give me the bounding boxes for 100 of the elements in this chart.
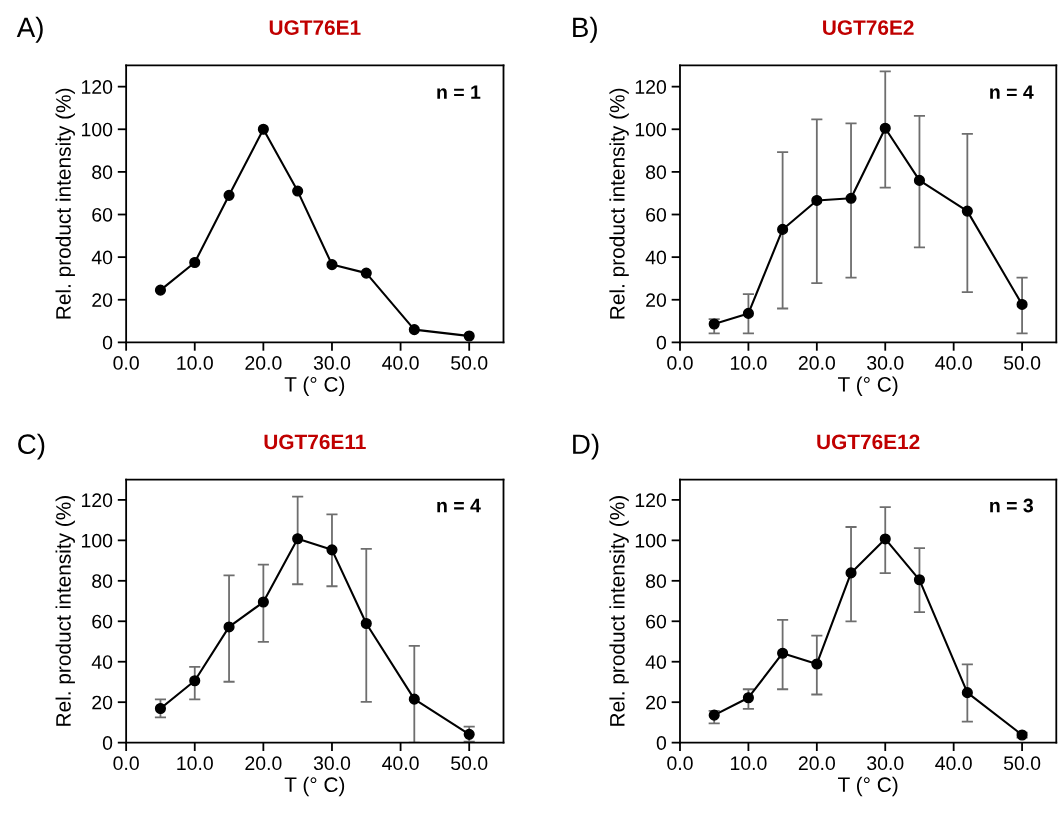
x-tick-label: 0.0 [113, 356, 139, 370]
y-tick-label: 60 [92, 614, 113, 629]
y-tick-label: 120 [81, 80, 113, 94]
point [845, 567, 857, 579]
y-tick-label: 20 [92, 293, 113, 307]
y-tick-label: 80 [646, 165, 667, 180]
point [708, 709, 720, 721]
point [961, 205, 973, 217]
x-axis-title: T (° C) [284, 376, 345, 396]
y-tick-label: 40 [645, 655, 667, 669]
y-tick-label: 60 [92, 207, 113, 222]
point [811, 658, 823, 670]
y-tick-label: 120 [635, 80, 667, 94]
y-tick-label: 20 [92, 695, 113, 710]
point [257, 123, 269, 135]
point [811, 194, 823, 207]
x-tick-label: 40.0 [935, 756, 972, 771]
x-tick-label: 50.0 [1003, 756, 1041, 771]
x-tick-label: 10.0 [177, 356, 213, 370]
y-axis-title: Rel. product intensity (%) [609, 88, 629, 319]
y-tick-label: 0 [656, 335, 667, 350]
y-tick-label: 120 [635, 493, 667, 508]
y-axis-title: Rel. product intensity (%) [609, 496, 629, 726]
point [408, 324, 420, 336]
y-tick-label: 100 [635, 533, 667, 548]
x-tick-label: 40.0 [382, 356, 419, 370]
x-tick-label: 20.0 [245, 356, 282, 370]
point [913, 174, 926, 186]
x-tick-label: 30.0 [867, 356, 904, 370]
x-tick-label: 20.0 [245, 756, 282, 771]
y-tick-label: 0 [102, 736, 113, 750]
x-tick-label: 20.0 [798, 356, 835, 370]
y-tick-label: 40 [91, 250, 113, 265]
annotation: n = 1 [437, 85, 481, 99]
x-axis-title: T (° C) [838, 376, 898, 396]
x-tick-label: 30.0 [313, 356, 351, 370]
point [154, 702, 167, 715]
y-tick-label: 120 [81, 493, 113, 508]
chart-title: UGT76E1 [269, 20, 361, 35]
y-tick-label: 100 [81, 122, 113, 137]
point [845, 192, 857, 204]
point [408, 693, 420, 705]
x-tick-label: 10.0 [730, 756, 767, 771]
point [189, 675, 201, 687]
chart-title: UGT76E11 [264, 434, 366, 450]
point [879, 122, 891, 134]
text: C) [18, 433, 45, 460]
point [326, 544, 338, 556]
x-tick-label: 30.0 [867, 756, 904, 771]
y-axis-title: Rel. product intensity (%) [55, 496, 75, 726]
point [189, 256, 201, 269]
annotation: n = 4 [437, 498, 481, 513]
y-tick-label: 100 [81, 533, 113, 548]
text: D) [573, 433, 599, 460]
y-tick-label: 80 [92, 574, 113, 589]
point [777, 647, 789, 659]
point [360, 267, 372, 279]
x-axis-title: T (° C) [284, 776, 345, 797]
x-tick-label: 10.0 [177, 756, 213, 771]
x-tick-label: 50.0 [451, 356, 488, 370]
point [223, 621, 235, 633]
y-tick-label: 80 [646, 574, 667, 589]
point [326, 259, 338, 271]
point [257, 596, 269, 608]
point [154, 284, 167, 296]
point [879, 533, 891, 545]
x-tick-label: 50.0 [1003, 356, 1041, 370]
annotation: n = 4 [990, 85, 1034, 99]
x-tick-label: 40.0 [935, 356, 972, 370]
point [1016, 298, 1028, 311]
x-tick-label: 10.0 [730, 356, 767, 370]
point [777, 223, 789, 235]
chart-title: UGT76E12 [817, 434, 920, 450]
x-tick-label: 0.0 [667, 756, 693, 771]
y-tick-label: 80 [92, 165, 113, 180]
point [913, 574, 926, 586]
y-axis-title: Rel. product intensity (%) [55, 88, 75, 319]
y-tick-label: 0 [656, 736, 667, 750]
x-tick-label: 0.0 [667, 356, 693, 370]
y-tick-label: 40 [91, 655, 113, 669]
y-tick-label: 20 [646, 293, 667, 307]
y-tick-label: 60 [646, 207, 667, 222]
y-tick-label: 100 [635, 122, 667, 137]
point [961, 687, 973, 699]
y-tick-label: 20 [646, 695, 667, 710]
point [292, 533, 304, 545]
point [742, 307, 754, 319]
annotation: n = 3 [990, 498, 1034, 513]
point [463, 330, 475, 342]
x-tick-label: 0.0 [113, 756, 139, 771]
text: A) [16, 16, 43, 43]
y-tick-label: 0 [102, 335, 113, 350]
x-axis-title: T (° C) [838, 776, 898, 797]
x-tick-label: 50.0 [451, 756, 488, 771]
point [292, 185, 304, 197]
x-tick-label: 30.0 [313, 756, 351, 771]
x-tick-label: 40.0 [382, 756, 419, 771]
y-tick-label: 40 [645, 250, 667, 265]
point [360, 617, 372, 630]
point [708, 318, 720, 330]
